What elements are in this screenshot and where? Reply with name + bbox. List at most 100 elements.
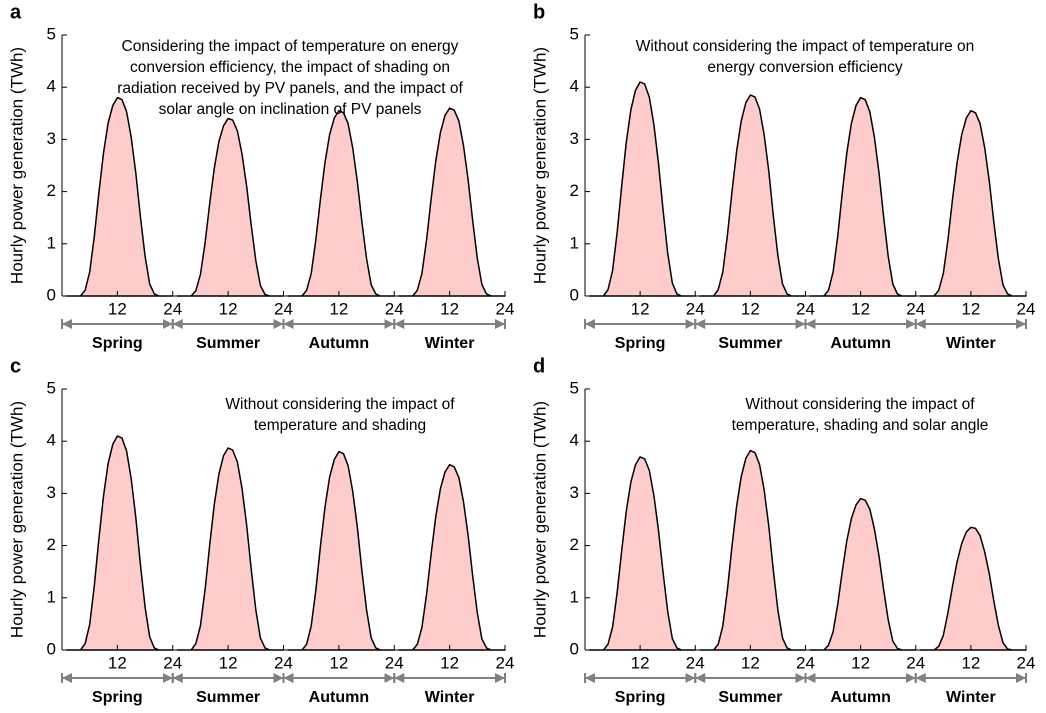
x-tick-label: 24 <box>686 299 705 318</box>
y-tick-label: 5 <box>47 24 56 43</box>
annotation: Without considering the impact of <box>745 396 975 413</box>
season-label: Spring <box>615 335 666 352</box>
x-tick-label: 12 <box>329 299 348 318</box>
x-tick-label: 24 <box>274 299 293 318</box>
x-tick-label: 12 <box>440 299 459 318</box>
y-tick-label: 0 <box>570 639 579 658</box>
x-tick-label: 24 <box>796 653 815 672</box>
panel-letter: a <box>10 1 22 23</box>
y-tick-label: 0 <box>47 639 56 658</box>
x-tick-label: 12 <box>741 653 760 672</box>
x-tick-label: 12 <box>741 299 760 318</box>
y-tick-label: 4 <box>570 77 579 96</box>
season-label: Autumn <box>309 689 369 706</box>
panel-letter: c <box>10 355 21 377</box>
panel-letter: d <box>533 355 545 377</box>
y-tick-label: 2 <box>570 535 579 554</box>
area <box>588 456 697 651</box>
season-label: Winter <box>425 689 475 706</box>
x-tick-label: 24 <box>796 299 815 318</box>
season-label: Winter <box>946 335 996 352</box>
area <box>699 94 807 297</box>
y-tick-label: 4 <box>570 431 579 450</box>
area <box>287 109 396 297</box>
x-tick-label: 12 <box>440 653 459 672</box>
y-tick-label: 3 <box>570 483 579 502</box>
y-tick-label: 1 <box>570 587 579 606</box>
season-label: Winter <box>946 689 996 706</box>
season-label: Summer <box>196 689 260 706</box>
annotation: energy conversion efficiency <box>707 59 903 76</box>
season-label: Spring <box>615 689 666 706</box>
y-tick-label: 2 <box>570 181 579 200</box>
area <box>287 450 396 651</box>
annotation: temperature and shading <box>254 417 426 434</box>
season-label: Summer <box>718 689 782 706</box>
area <box>398 463 506 651</box>
area <box>176 447 285 651</box>
area <box>588 81 697 297</box>
y-tick-label: 3 <box>570 129 579 148</box>
x-tick-label: 24 <box>906 299 925 318</box>
season-label: Autumn <box>830 335 890 352</box>
x-tick-label: 24 <box>496 299 515 318</box>
x-tick-label: 24 <box>1017 653 1036 672</box>
season-label: Summer <box>718 335 782 352</box>
area <box>919 526 1027 651</box>
area <box>398 107 506 297</box>
x-tick-label: 12 <box>108 653 127 672</box>
area <box>809 96 917 297</box>
x-tick-label: 24 <box>1017 299 1036 318</box>
y-tick-label: 5 <box>47 378 56 397</box>
y-tick-label: 1 <box>570 233 579 252</box>
y-tick-label: 4 <box>47 431 56 450</box>
x-tick-label: 12 <box>851 653 870 672</box>
annotation: Without considering the impact of temper… <box>636 38 975 55</box>
season-label: Spring <box>92 335 143 352</box>
x-tick-label: 12 <box>219 653 238 672</box>
y-tick-label: 1 <box>47 587 56 606</box>
y-tick-label: 4 <box>47 77 56 96</box>
x-tick-label: 12 <box>961 299 980 318</box>
annotation: conversion efficiency, the impact of sha… <box>130 59 450 76</box>
x-tick-label: 24 <box>385 653 404 672</box>
y-tick-label: 2 <box>47 181 56 200</box>
season-label: Autumn <box>830 689 890 706</box>
season-label: Spring <box>92 689 143 706</box>
area <box>65 435 174 651</box>
y-tick-label: 3 <box>47 129 56 148</box>
x-tick-label: 24 <box>163 653 182 672</box>
y-axis-label: Hourly power generation (TWh) <box>7 47 26 284</box>
y-axis-label: Hourly power generation (TWh) <box>530 47 549 284</box>
x-tick-label: 12 <box>108 299 127 318</box>
area <box>919 109 1027 297</box>
x-tick-label: 24 <box>906 653 925 672</box>
y-axis-label: Hourly power generation (TWh) <box>7 401 26 638</box>
area <box>699 449 807 651</box>
area <box>176 117 285 297</box>
y-axis-label: Hourly power generation (TWh) <box>530 401 549 638</box>
y-tick-label: 5 <box>570 24 579 43</box>
season-label: Winter <box>425 335 475 352</box>
x-tick-label: 12 <box>631 653 650 672</box>
x-tick-label: 12 <box>851 299 870 318</box>
annotation: solar angle on inclination of PV panels <box>159 101 422 118</box>
x-tick-label: 12 <box>329 653 348 672</box>
x-tick-label: 24 <box>496 653 515 672</box>
season-label: Summer <box>196 335 260 352</box>
x-tick-label: 12 <box>219 299 238 318</box>
area <box>809 497 917 651</box>
annotation: temperature, shading and solar angle <box>732 417 989 434</box>
x-tick-label: 24 <box>163 299 182 318</box>
x-tick-label: 24 <box>385 299 404 318</box>
y-tick-label: 2 <box>47 535 56 554</box>
y-tick-label: 5 <box>570 378 579 397</box>
x-tick-label: 12 <box>631 299 650 318</box>
y-tick-label: 0 <box>47 285 56 304</box>
annotation: radiation received by PV panels, and the… <box>117 80 463 97</box>
annotation: Without considering the impact of <box>225 396 455 413</box>
x-tick-label: 24 <box>274 653 293 672</box>
area <box>65 96 174 297</box>
x-tick-label: 12 <box>961 653 980 672</box>
